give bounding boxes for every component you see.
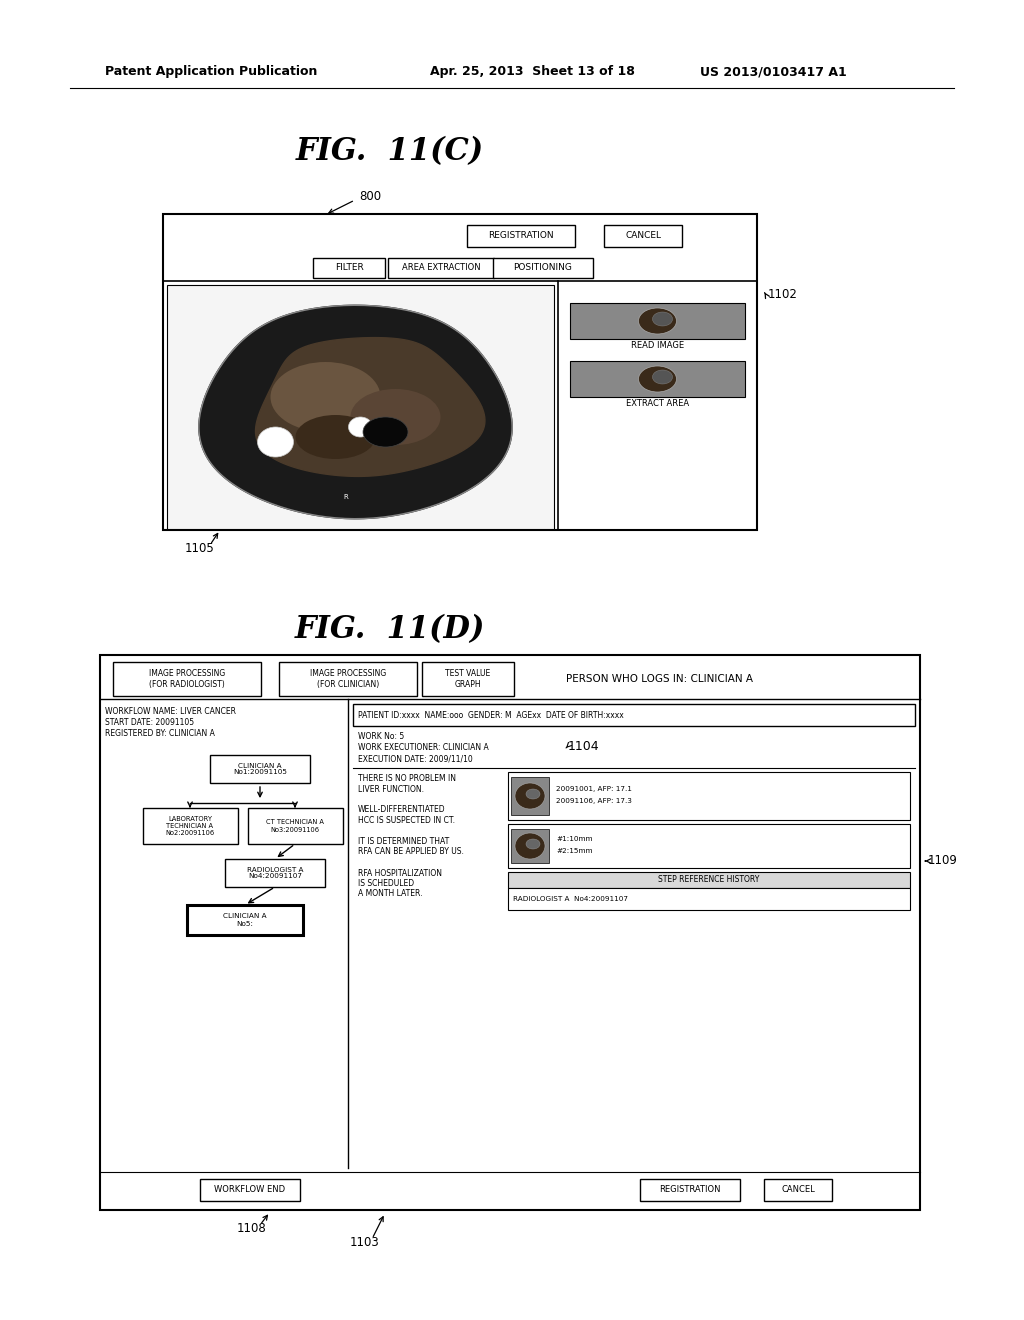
- Bar: [210, 755, 310, 783]
- Text: RFA CAN BE APPLIED BY US.: RFA CAN BE APPLIED BY US.: [358, 847, 464, 857]
- Ellipse shape: [639, 366, 677, 392]
- Ellipse shape: [270, 362, 381, 432]
- Text: RFA HOSPITALIZATION: RFA HOSPITALIZATION: [358, 869, 442, 878]
- Bar: [508, 772, 910, 820]
- Ellipse shape: [348, 417, 373, 437]
- Text: IMAGE PROCESSING
(FOR RADIOLOGIST): IMAGE PROCESSING (FOR RADIOLOGIST): [148, 669, 225, 689]
- Bar: [511, 829, 549, 863]
- Ellipse shape: [257, 426, 294, 457]
- Text: 20091106, AFP: 17.3: 20091106, AFP: 17.3: [556, 799, 632, 804]
- Text: #2:15mm: #2:15mm: [556, 847, 593, 854]
- Ellipse shape: [526, 840, 540, 849]
- Ellipse shape: [515, 783, 545, 809]
- Text: US 2013/0103417 A1: US 2013/0103417 A1: [700, 66, 847, 78]
- Bar: [604, 224, 682, 247]
- Text: FILTER: FILTER: [335, 264, 364, 272]
- Bar: [248, 808, 342, 843]
- Bar: [163, 214, 757, 531]
- Polygon shape: [256, 338, 485, 477]
- Bar: [508, 888, 910, 909]
- Bar: [167, 285, 554, 529]
- Text: STEP REFERENCE HISTORY: STEP REFERENCE HISTORY: [658, 875, 760, 884]
- Text: 20091001, AFP: 17.1: 20091001, AFP: 17.1: [556, 785, 632, 792]
- Bar: [640, 1179, 740, 1201]
- Text: CLINICIAN A
No1:20091105: CLINICIAN A No1:20091105: [233, 763, 287, 776]
- Text: HCC IS SUSPECTED IN CT.: HCC IS SUSPECTED IN CT.: [358, 816, 455, 825]
- Ellipse shape: [296, 414, 376, 459]
- Bar: [508, 873, 910, 888]
- Text: WELL-DIFFERENTIATED: WELL-DIFFERENTIATED: [358, 805, 445, 814]
- Polygon shape: [199, 305, 512, 519]
- Text: A MONTH LATER.: A MONTH LATER.: [358, 890, 423, 899]
- Text: LIVER FUNCTION.: LIVER FUNCTION.: [358, 784, 424, 793]
- Text: CANCEL: CANCEL: [781, 1185, 815, 1195]
- Text: WORK No: 5: WORK No: 5: [358, 733, 404, 741]
- Text: 1105: 1105: [185, 541, 215, 554]
- Text: 800: 800: [359, 190, 381, 202]
- Text: PATIENT ID:xxxx  NAME:ooo  GENDER: M  AGExx  DATE OF BIRTH:xxxx: PATIENT ID:xxxx NAME:ooo GENDER: M AGExx…: [358, 710, 624, 719]
- Ellipse shape: [652, 370, 673, 384]
- Bar: [279, 663, 417, 696]
- Text: 1104: 1104: [568, 739, 600, 752]
- Text: WORKFLOW NAME: LIVER CANCER: WORKFLOW NAME: LIVER CANCER: [105, 708, 236, 715]
- Bar: [225, 859, 325, 887]
- Text: RADIOLOGIST A  No4:20091107: RADIOLOGIST A No4:20091107: [513, 896, 628, 902]
- Text: IT IS DETERMINED THAT: IT IS DETERMINED THAT: [358, 837, 450, 846]
- Bar: [100, 655, 920, 1210]
- Bar: [388, 257, 494, 279]
- Text: Apr. 25, 2013  Sheet 13 of 18: Apr. 25, 2013 Sheet 13 of 18: [430, 66, 635, 78]
- Text: CT TECHNICIAN A
No3:20091106: CT TECHNICIAN A No3:20091106: [266, 820, 324, 833]
- Bar: [422, 663, 514, 696]
- Bar: [353, 704, 915, 726]
- Text: REGISTRATION: REGISTRATION: [488, 231, 554, 240]
- Bar: [200, 1179, 300, 1201]
- Text: CANCEL: CANCEL: [625, 231, 662, 240]
- Bar: [764, 1179, 831, 1201]
- Text: READ IMAGE: READ IMAGE: [631, 342, 684, 351]
- Text: REGISTRATION: REGISTRATION: [659, 1185, 721, 1195]
- Text: PERSON WHO LOGS IN: CLINICIAN A: PERSON WHO LOGS IN: CLINICIAN A: [566, 675, 754, 684]
- Bar: [313, 257, 385, 279]
- Text: TEST VALUE
GRAPH: TEST VALUE GRAPH: [445, 669, 490, 689]
- Text: AREA EXTRACTION: AREA EXTRACTION: [401, 264, 480, 272]
- Text: Patent Application Publication: Patent Application Publication: [105, 66, 317, 78]
- Ellipse shape: [362, 417, 408, 447]
- Ellipse shape: [350, 389, 440, 445]
- Text: R: R: [343, 494, 348, 500]
- Bar: [467, 224, 575, 247]
- Bar: [511, 777, 549, 814]
- Bar: [508, 824, 910, 869]
- Text: FIG.  11(C): FIG. 11(C): [296, 136, 484, 168]
- Text: LABORATORY
TECHNICIAN A
No2:20091106: LABORATORY TECHNICIAN A No2:20091106: [166, 816, 215, 836]
- Text: #1:10mm: #1:10mm: [556, 836, 593, 842]
- Text: POSITIONING: POSITIONING: [514, 264, 572, 272]
- Text: EXTRACT AREA: EXTRACT AREA: [626, 400, 689, 408]
- Bar: [570, 360, 745, 397]
- Ellipse shape: [652, 312, 673, 326]
- Bar: [570, 304, 745, 339]
- Text: WORK EXECUTIONER: CLINICIAN A: WORK EXECUTIONER: CLINICIAN A: [358, 743, 488, 752]
- Text: EXECUTION DATE: 2009/11/10: EXECUTION DATE: 2009/11/10: [358, 754, 473, 763]
- Bar: [187, 906, 303, 935]
- Text: WORKFLOW END: WORKFLOW END: [214, 1185, 286, 1195]
- Bar: [113, 663, 261, 696]
- Text: FIG.  11(D): FIG. 11(D): [295, 615, 485, 645]
- Text: 1103: 1103: [350, 1236, 380, 1249]
- Text: START DATE: 20091105: START DATE: 20091105: [105, 718, 195, 727]
- Text: IMAGE PROCESSING
(FOR CLINICIAN): IMAGE PROCESSING (FOR CLINICIAN): [310, 669, 386, 689]
- Text: CLINICIAN A
No5:: CLINICIAN A No5:: [223, 913, 267, 927]
- Text: RADIOLOGIST A
No4:20091107: RADIOLOGIST A No4:20091107: [247, 866, 303, 879]
- Ellipse shape: [639, 308, 677, 334]
- Ellipse shape: [526, 789, 540, 799]
- Bar: [493, 257, 593, 279]
- Text: REGISTERED BY: CLINICIAN A: REGISTERED BY: CLINICIAN A: [105, 729, 215, 738]
- Text: 1109: 1109: [928, 854, 957, 867]
- Ellipse shape: [515, 833, 545, 859]
- Text: 1108: 1108: [238, 1221, 267, 1234]
- Text: IS SCHEDULED: IS SCHEDULED: [358, 879, 414, 888]
- Text: 1102: 1102: [768, 289, 798, 301]
- Bar: [142, 808, 238, 843]
- Text: THERE IS NO PROBLEM IN: THERE IS NO PROBLEM IN: [358, 774, 456, 783]
